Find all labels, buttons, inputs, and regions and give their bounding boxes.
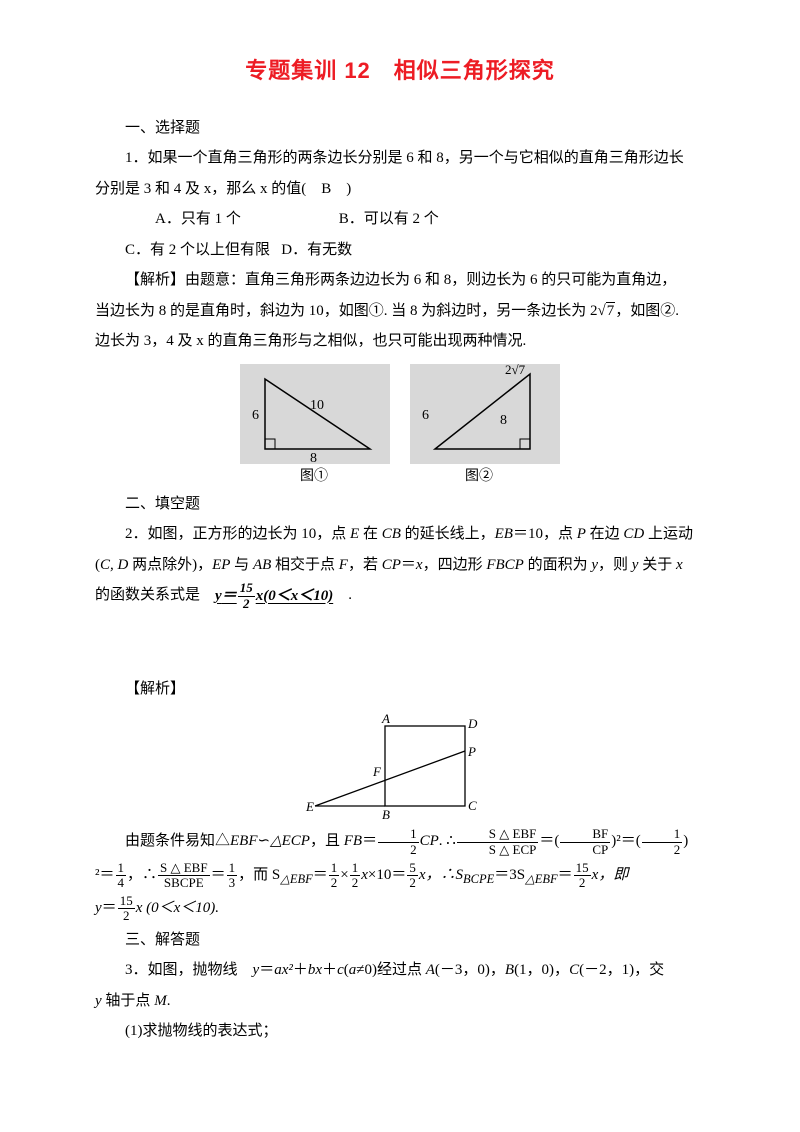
tri2-side-8: 8: [500, 413, 507, 428]
q2-derivation-line2: ²＝14，∴S △ EBFSBCPE＝13，而 S△EBF＝12×12x×10＝…: [95, 861, 705, 892]
q1-explanation-line3: 边长为 3，4 及 x 的直角三角形与之相似，也只可能出现两种情况.: [95, 327, 705, 356]
q2-stem-line2: (C, D 两点除外)，EP 与 AB 相交于点 F，若 CP＝x，四边形 FB…: [95, 551, 705, 580]
q1-expl-text-2a: 当边长为 8 的是直角时，斜边为 10，如图①. 当 8 为斜边时，另一条边长为…: [95, 303, 598, 319]
tri2-label: 图②: [465, 468, 493, 484]
section-heading-3: 三、解答题: [95, 926, 705, 955]
tri2-side-6: 6: [422, 408, 429, 423]
sqrt-7: 7: [598, 297, 616, 326]
q3-stem-line2: y 轴于点 M.: [95, 987, 705, 1016]
q1-option-c: C．有 2 个以上但有限: [125, 242, 270, 258]
q1-options-row2: C．有 2 个以上但有限 D．有无数: [95, 236, 705, 265]
q1-option-a: A．只有 1 个: [125, 205, 335, 234]
q1-option-b: B．可以有 2 个: [339, 211, 439, 227]
tri1-label: 图①: [300, 468, 328, 484]
section-heading-1: 一、选择题: [95, 114, 705, 143]
svg-text:A: A: [381, 711, 390, 726]
svg-text:F: F: [372, 764, 382, 779]
q2-derivation-line3: y＝152x (0＜x＜10).: [95, 894, 705, 924]
q1-option-d: D．有无数: [281, 242, 352, 258]
q2-figure-svg: A D P C B E F: [300, 711, 500, 821]
q2-answer: y＝152x(0＜x＜10): [215, 588, 333, 604]
q2-derivation-line1: 由题条件易知△EBF∽△ECP，且 FB＝12CP. ∴S △ EBFS △ E…: [95, 827, 705, 857]
page: 专题集训 12 相似三角形探究 一、选择题 1．如果一个直角三角形的两条边长分别…: [0, 0, 800, 1132]
q2-explanation-label: 【解析】: [95, 675, 705, 704]
q1-explanation-line2: 当边长为 8 的是直角时，斜边为 10，如图①. 当 8 为斜边时，另一条边长为…: [95, 297, 705, 326]
explanation-label: 【解析】: [125, 272, 185, 288]
q1-stem-line1: 1．如果一个直角三角形的两条边长分别是 6 和 8，另一个与它相似的直角三角形边…: [95, 144, 705, 173]
tri1-side-10: 10: [310, 398, 324, 413]
tri1-side-8: 8: [310, 451, 317, 466]
q1-expl-text-1: 由题意：直角三角形两条边边长为 6 和 8，则边长为 6 的只可能为直角边，: [185, 272, 676, 288]
q3-sub1: (1)求抛物线的表达式；: [95, 1017, 705, 1046]
q1-expl-text-2b: ，如图②.: [615, 303, 679, 319]
tri2-side-top: 2√7: [505, 364, 526, 377]
tri1-side-6: 6: [252, 408, 259, 423]
q1-stem-line2: 分别是 3 和 4 及 x，那么 x 的值( B ): [95, 175, 705, 204]
page-title: 专题集训 12 相似三角形探究: [95, 50, 705, 92]
q1-explanation-line1: 【解析】由题意：直角三角形两条边边长为 6 和 8，则边长为 6 的只可能为直角…: [95, 266, 705, 295]
q3-stem-line1: 3．如图，抛物线 y＝ax²＋bx＋c(a≠0)经过点 A(－3，0)，B(1，…: [95, 956, 705, 985]
svg-text:D: D: [467, 716, 478, 731]
q2-stem-line1: 2．如图，正方形的边长为 10，点 E 在 CB 的延长线上，EB＝10，点 P…: [95, 520, 705, 549]
q1-figure-row: 6 8 10 图① 6 8 2√7 图②: [95, 364, 705, 484]
svg-text:E: E: [305, 799, 314, 814]
section-heading-2: 二、填空题: [95, 490, 705, 519]
q2-stem-line3: 的函数关系式是 y＝152x(0＜x＜10) .: [95, 581, 705, 611]
svg-text:P: P: [467, 744, 476, 759]
q1-options-row1: A．只有 1 个 B．可以有 2 个: [95, 205, 705, 234]
q2-figure-row: A D P C B E F: [95, 711, 705, 821]
q1-triangles-svg: 6 8 10 图① 6 8 2√7 图②: [240, 364, 560, 484]
svg-text:C: C: [468, 798, 477, 813]
svg-text:B: B: [382, 807, 390, 821]
